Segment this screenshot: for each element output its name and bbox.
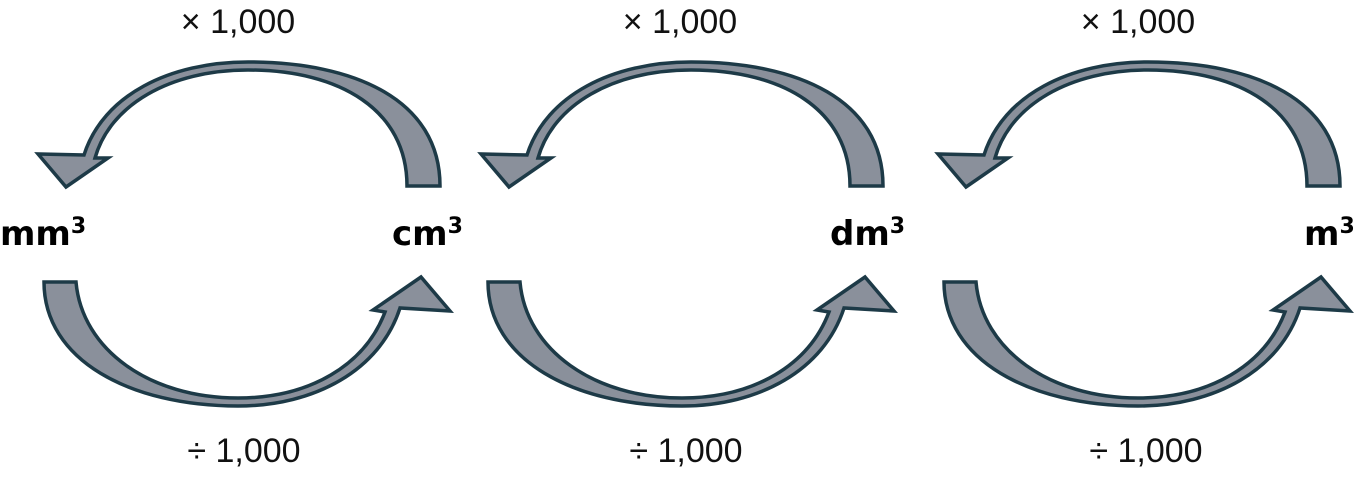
curved-arrow-right-icon xyxy=(942,274,1354,408)
unit-base: mm xyxy=(0,214,71,254)
divide-label: ÷ 1,000 xyxy=(1089,432,1202,470)
arrow-cm3-to-dm3 xyxy=(486,274,899,408)
curved-arrow-right-icon xyxy=(486,274,899,408)
unit-label-mm3: mm3 xyxy=(0,214,86,254)
unit-exponent: 3 xyxy=(890,214,905,239)
unit-label-dm3: dm3 xyxy=(830,214,905,254)
curved-arrow-left-icon xyxy=(477,60,885,190)
curved-arrow-right-icon xyxy=(42,274,455,408)
unit-base: dm xyxy=(830,214,890,254)
curved-arrow-left-icon xyxy=(934,60,1342,190)
unit-exponent: 3 xyxy=(1339,214,1354,239)
unit-base: m xyxy=(1304,214,1339,254)
unit-exponent: 3 xyxy=(448,214,463,239)
arrow-dm3-to-cm3 xyxy=(477,60,885,190)
arrow-mm3-to-cm3 xyxy=(42,274,455,408)
unit-label-cm3: cm3 xyxy=(392,214,463,254)
arrow-dm3-to-m3 xyxy=(942,274,1354,408)
unit-label-m3: m3 xyxy=(1304,214,1354,254)
unit-exponent: 3 xyxy=(71,214,86,239)
curved-arrow-left-icon xyxy=(34,60,442,190)
arrow-m3-to-dm3 xyxy=(934,60,1342,190)
multiply-label: × 1,000 xyxy=(181,3,295,41)
multiply-label: × 1,000 xyxy=(623,3,737,41)
divide-label: ÷ 1,000 xyxy=(187,432,300,470)
unit-base: cm xyxy=(392,214,448,254)
arrow-cm3-to-mm3 xyxy=(34,60,442,190)
divide-label: ÷ 1,000 xyxy=(629,432,742,470)
multiply-label: × 1,000 xyxy=(1081,3,1195,41)
